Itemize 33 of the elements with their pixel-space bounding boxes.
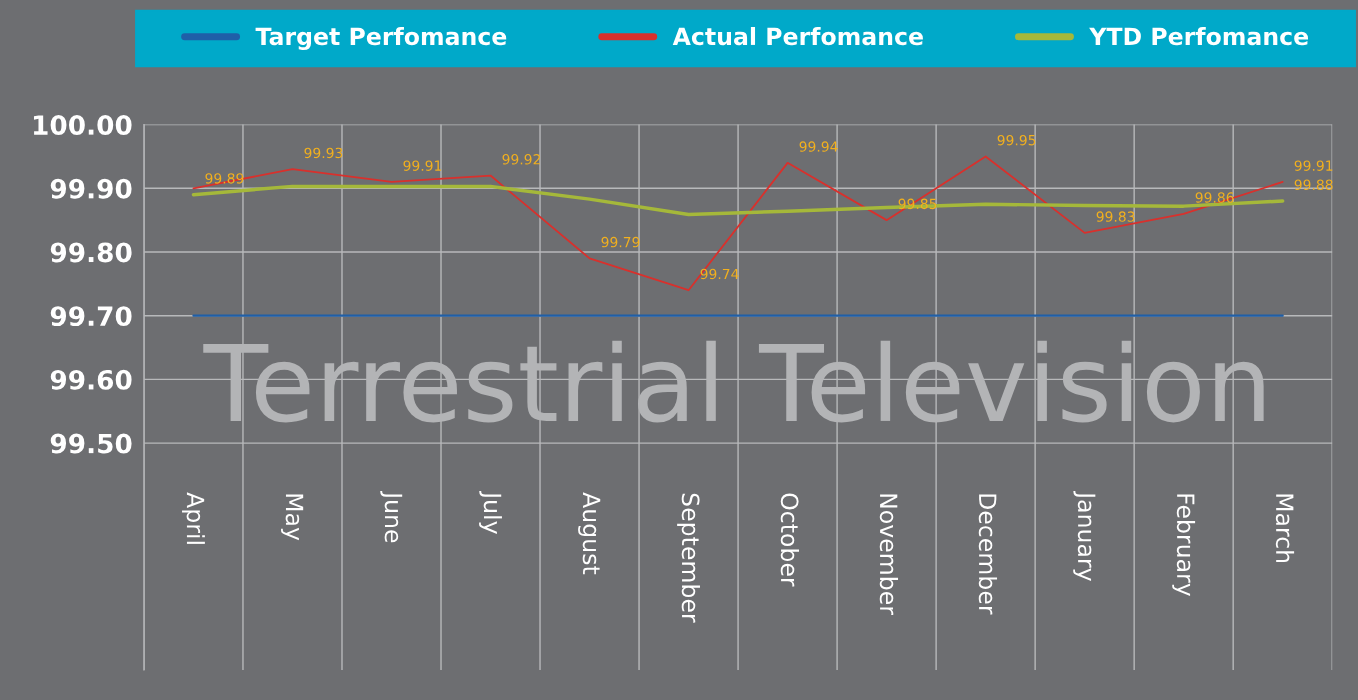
x-tick-label: December [978,494,998,615]
data-label: 99.91 [1294,160,1333,171]
data-label: 99.95 [997,134,1036,146]
data-label: 99.86 [1195,192,1234,203]
legend-label: Target Perfomance [255,26,507,51]
x-tick-label: January [1073,490,1096,581]
x-tick-label: September [677,493,700,623]
x-tick-label: June [380,490,403,543]
x-tick-label: April [182,492,205,544]
y-tick-label: 100.00 [33,115,132,135]
x-tick-label: March [1275,494,1295,563]
data-label: 99.79 [601,236,640,248]
data-label: 99.92 [502,154,540,165]
data-label: 99.83 [1096,211,1135,222]
data-label: 99.94 [799,141,838,152]
data-label: 99.93 [304,147,343,159]
y-tick-label: 99.50 [50,433,132,454]
x-tick-label: July [479,490,502,534]
y-tick-label: 99.80 [50,242,132,263]
x-tick-label: May [281,494,304,541]
data-label: 99.89 [205,173,244,184]
y-tick-label: 99.60 [50,369,132,390]
data-label: 99.74 [700,268,739,280]
data-label: 99.91 [403,160,442,171]
x-tick-label: November [879,494,899,615]
x-tick-label: October [780,493,800,587]
y-tick-label: 99.70 [50,306,132,327]
legend-label: Actual Perfomance [672,26,923,46]
x-tick-label: August [578,492,601,575]
x-tick-label: February [1172,494,1196,597]
y-tick-label: 99.90 [50,178,132,199]
data-label: 99.88 [1294,179,1333,191]
legend-label: YTD Perfomance [1089,26,1309,46]
